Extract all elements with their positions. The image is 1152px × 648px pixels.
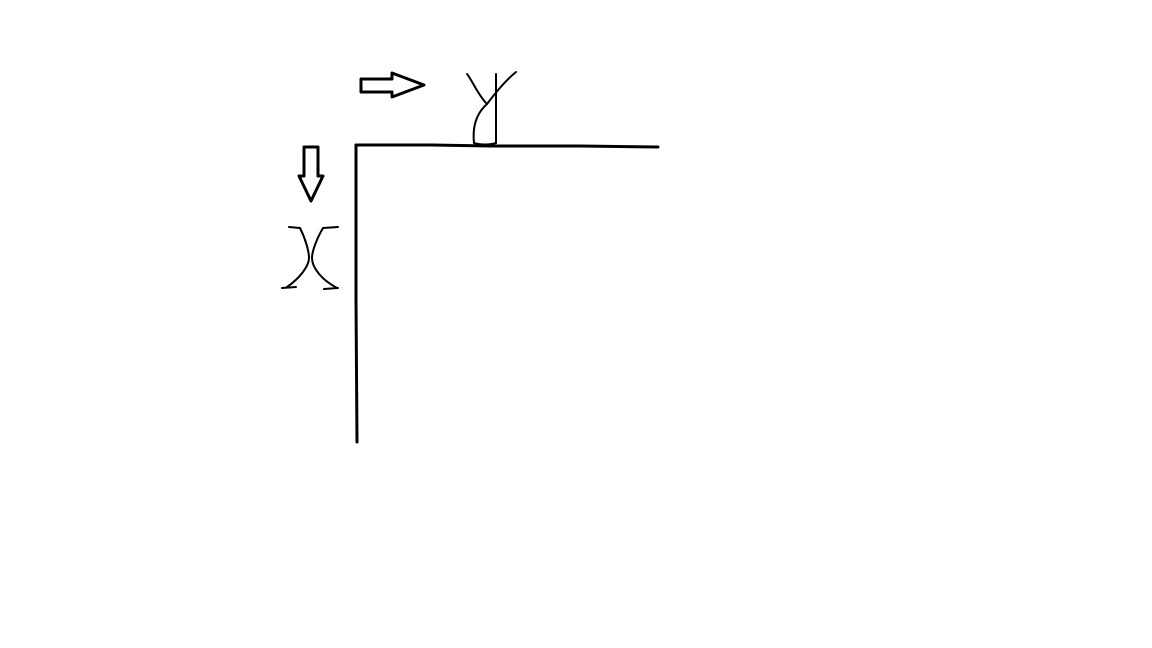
vertical-axis-line [354,143,359,444]
horizontal-axis-label-glyph [466,71,517,146]
horizontal-axis-line [354,143,660,149]
arrow-right-icon [359,71,426,99]
vertical-axis-label-glyph [281,226,339,290]
arrow-down-icon [297,145,325,203]
